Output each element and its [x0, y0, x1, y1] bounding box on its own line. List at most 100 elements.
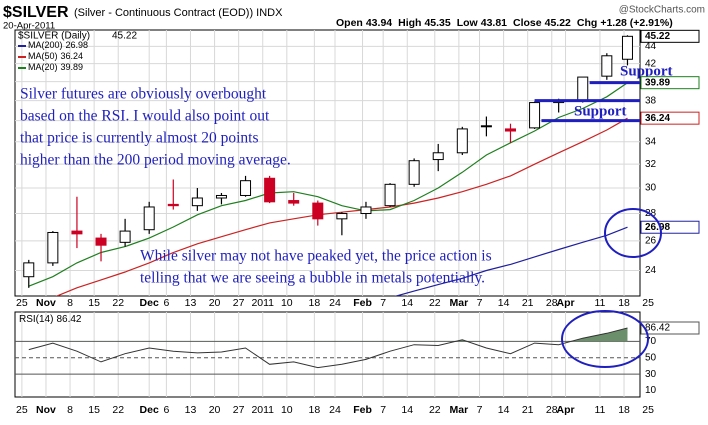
x-tick-label: Mar	[450, 404, 469, 416]
x-tick-label: 18	[618, 404, 630, 416]
source: @StockCharts.com	[619, 5, 705, 16]
x-tick-label: 14	[498, 297, 510, 309]
rsi-panel	[14, 311, 641, 398]
value-flag	[640, 111, 700, 125]
chart-title: $SILVER	[3, 4, 69, 21]
candle-body	[480, 125, 492, 128]
x-tick-label: 22	[112, 297, 124, 309]
legend-name: MA(50)	[28, 51, 58, 61]
rsi-tick-label: 50	[645, 352, 657, 363]
rsi-tick-label: 30	[645, 369, 657, 380]
x-tick-label: 2011	[251, 404, 274, 416]
candle-body	[456, 128, 468, 154]
candle-body	[47, 231, 59, 264]
x-tick-label: 6	[163, 404, 169, 416]
legend-main: $SILVER (Daily)	[18, 31, 90, 42]
y-tick-label: 30	[645, 183, 657, 194]
x-tick-label: Feb	[353, 297, 372, 309]
x-tick-label: 14	[401, 404, 413, 416]
x-tick-label: 20	[209, 404, 221, 416]
x-tick-label: 13	[185, 297, 197, 309]
legend-value: 26.98	[66, 40, 89, 50]
candle-body	[577, 76, 589, 102]
x-tick-label: 28	[546, 297, 558, 309]
value-flag-label: 26.98	[645, 222, 670, 233]
candle-body	[95, 237, 107, 246]
x-tick-label: 13	[185, 404, 197, 416]
x-tick-label: Nov	[36, 404, 56, 416]
legend-name: MA(20)	[28, 62, 58, 72]
annotation: based on the RSI. I would also point out	[20, 108, 270, 125]
annotation: that price is currently almost 20 points	[20, 130, 258, 147]
x-tick-label: 24	[329, 297, 341, 309]
ma-line	[28, 82, 628, 287]
x-tick-label: Dec	[140, 404, 159, 416]
ohlc-header: Open 43.94 High 45.35 Low 43.81 Close 45.22 Chg +…	[336, 17, 673, 29]
header-label: Low	[457, 17, 479, 29]
support-label: Support	[574, 103, 627, 119]
header-label: Open	[336, 17, 363, 29]
candle-body	[360, 206, 372, 215]
value-flag-label: 45.22	[645, 31, 670, 42]
x-tick-label: 15	[88, 297, 100, 309]
y-tick-label: 44	[645, 41, 657, 52]
candle-body	[191, 197, 203, 207]
x-tick-label: 10	[281, 404, 293, 416]
annotation: Silver futures are obviously overbought	[20, 86, 267, 103]
x-tick-label: 18	[309, 297, 321, 309]
x-tick-label: 2011	[251, 297, 274, 309]
value-flag-label: 36.24	[645, 113, 670, 124]
header-label: Close	[513, 17, 542, 29]
x-tick-label: 11	[594, 404, 605, 416]
x-tick-label: 21	[522, 297, 534, 309]
x-tick-label: Nov	[36, 297, 56, 309]
legend-label: MA(50) 36.24	[28, 51, 83, 61]
highlight-circle	[561, 310, 649, 368]
x-tick-label: 27	[233, 404, 245, 416]
candle-body	[312, 202, 324, 220]
value-flag	[640, 321, 700, 335]
x-tick-label: 18	[618, 297, 630, 309]
rsi-title: RSI(14) 86.42	[19, 314, 82, 325]
annotation: telling that we are seeing a bubble in m…	[140, 270, 485, 287]
x-tick-label: Dec	[140, 297, 159, 309]
value-flag	[640, 76, 700, 90]
rsi-name: RSI(14)	[19, 314, 53, 325]
x-tick-label: 10	[281, 297, 293, 309]
candle-body	[384, 183, 396, 207]
x-tick-label: 25	[16, 404, 28, 416]
x-tick-label: Mar	[450, 297, 469, 309]
x-tick-label: 21	[522, 404, 534, 416]
legend-main-value: 45.22	[112, 31, 137, 42]
candle-body	[408, 160, 420, 185]
header-label: High	[398, 17, 421, 29]
candle-body	[71, 230, 83, 235]
x-tick-label: 7	[477, 404, 483, 416]
candle-body	[529, 102, 541, 129]
rsi-tick-label: 70	[645, 336, 657, 347]
legend-label: MA(20) 39.89	[28, 62, 83, 72]
candle-body	[264, 177, 276, 203]
x-tick-label: 25	[16, 297, 28, 309]
x-tick-label: 22	[429, 297, 441, 309]
x-tick-label: 7	[380, 297, 386, 309]
x-tick-label: 28	[546, 404, 558, 416]
x-tick-label: Apr	[556, 297, 574, 309]
rsi-value: 86.42	[56, 314, 81, 325]
value-flag-label: 39.89	[645, 77, 670, 88]
plot: 25 25 Nov Nov 8 8 15 15 22 22 Dec Dec 6 6 13 13 20 20 27 27…	[15, 29, 700, 416]
ma-line	[55, 117, 628, 296]
y-tick-label: 32	[645, 159, 657, 170]
chart-date: 20-Apr-2011	[3, 21, 55, 32]
x-tick-label: 27	[233, 297, 245, 309]
value-flag	[640, 220, 700, 234]
x-tick-label: 7	[380, 404, 386, 416]
legend-value: 36.24	[61, 51, 84, 61]
x-tick-label: 6	[163, 297, 169, 309]
x-tick-label: 18	[309, 404, 321, 416]
x-tick-label: 7	[477, 297, 483, 309]
x-tick-label: 11	[594, 297, 605, 309]
x-tick-label: 14	[498, 404, 510, 416]
chart-subtitle: (Silver - Continuous Contract (EOD)) IND…	[74, 7, 283, 19]
legend-value: 39.89	[61, 62, 84, 72]
